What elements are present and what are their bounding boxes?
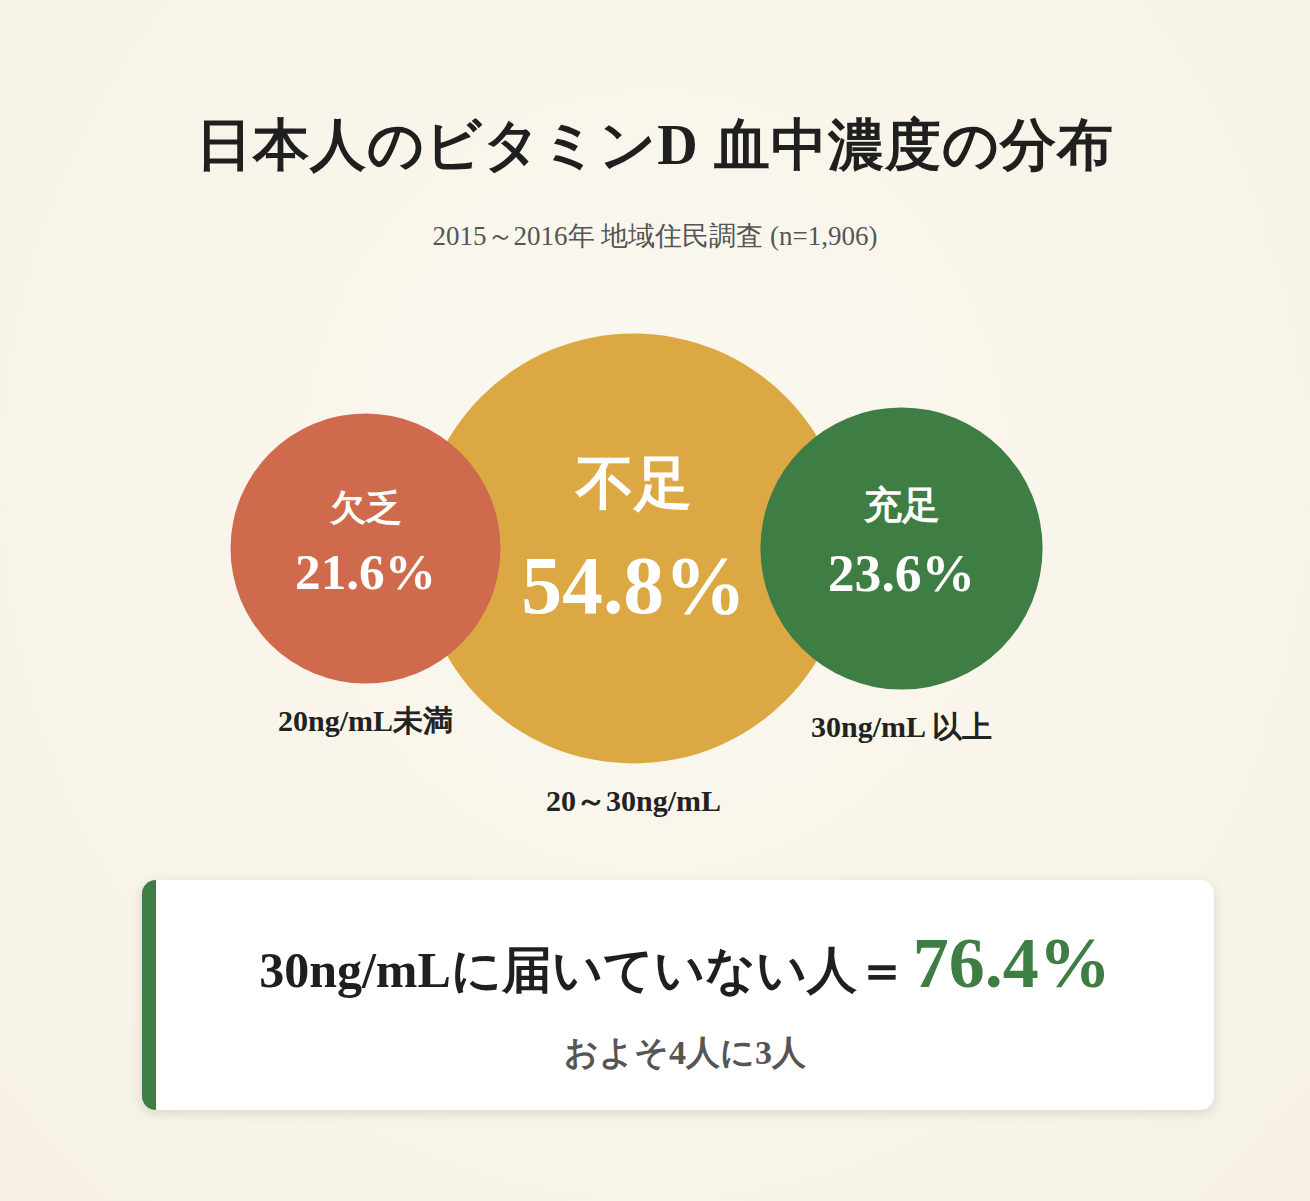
html-text:2015～2016年 地域住民調査 (n=1,906): 2015～2016年 地域住民調査 (n=1,906)	[432, 221, 878, 251]
svg-text:21.6%: 21.6%	[295, 543, 436, 600]
svg-text:不足: 不足	[574, 451, 692, 516]
svg-text:54.8%: 54.8%	[521, 540, 746, 631]
svg-text:欠乏: 欠乏	[329, 488, 402, 528]
svg-text:充足: 充足	[863, 484, 940, 526]
html-text:30ng/mLに届いていない人＝76.4%: 30ng/mLに届いていない人＝76.4%	[259, 923, 1111, 1003]
svg-text:20ng/mL未満: 20ng/mL未満	[278, 704, 453, 737]
svg-text:23.6%: 23.6%	[828, 543, 975, 603]
html-text:およそ4人に3人: およそ4人に3人	[564, 1034, 806, 1071]
svg-text:30ng/mL 以上: 30ng/mL 以上	[811, 710, 992, 743]
html-text:日本人のビタミンD 血中濃度の分布: 日本人のビタミンD 血中濃度の分布	[196, 114, 1114, 176]
svg-text:20～30ng/mL: 20～30ng/mL	[546, 784, 721, 817]
